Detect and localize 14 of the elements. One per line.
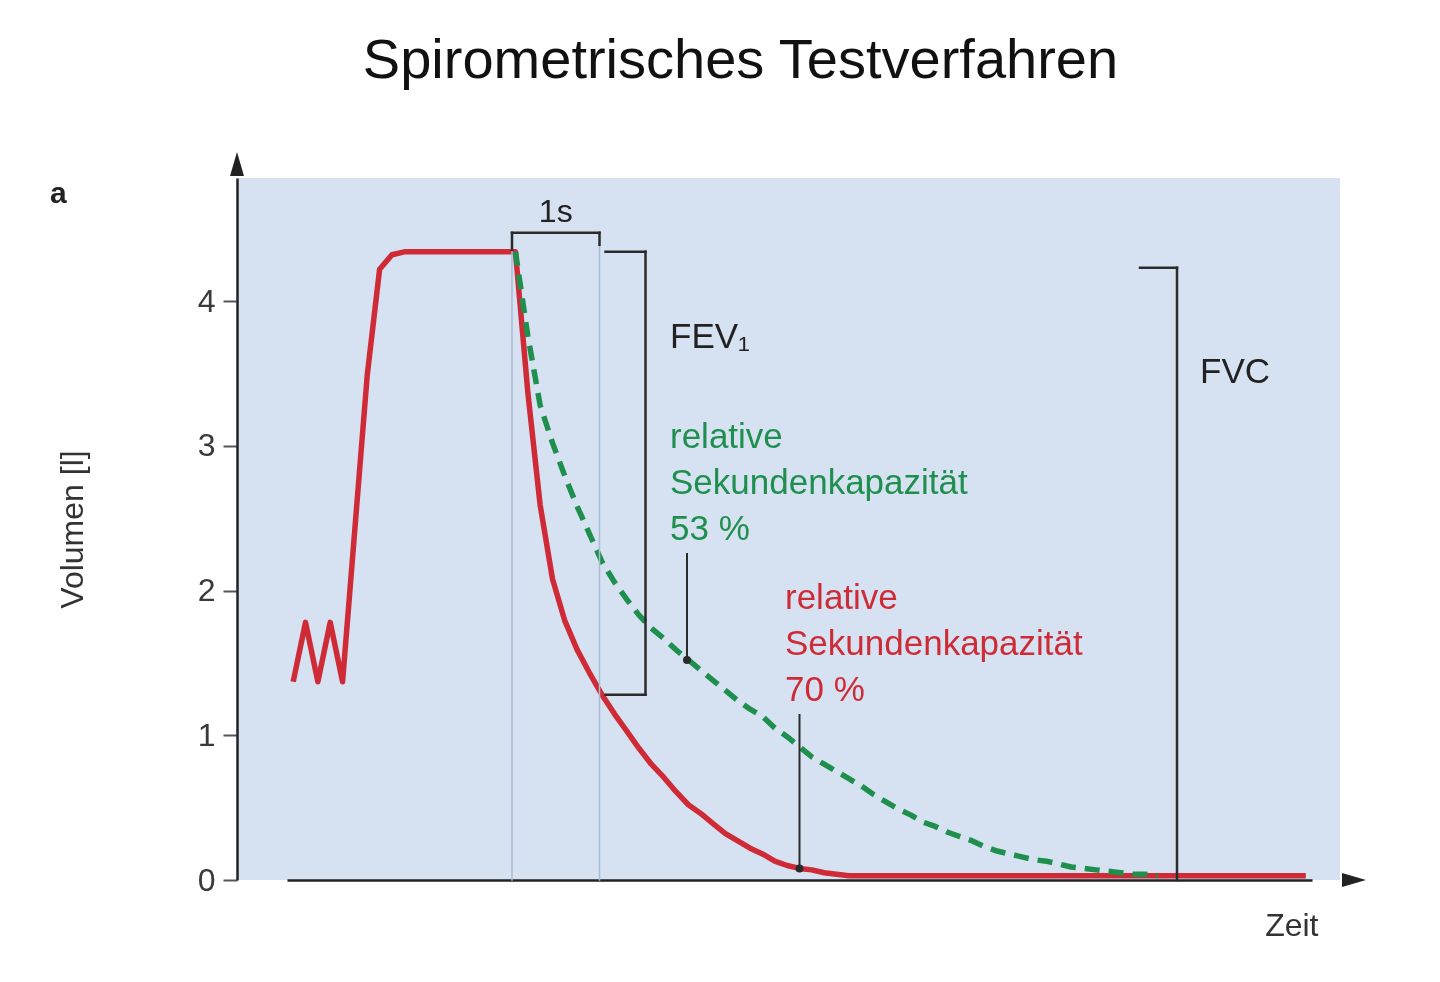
annotation: relative Sekundenkapazität 70 % [785,577,1093,708]
x-axis-title: Zeit [1265,906,1319,943]
chart-title: Spirometrisches Testverfahren [362,27,1119,90]
annotation: 1s [538,193,573,229]
annotation: FVC [1200,351,1270,390]
y-tick-label: 0 [197,861,216,898]
y-tick-label: 4 [197,282,216,319]
y-axis-title: Volumen [l] [53,450,90,609]
annotation: relative Sekundenkapazität 53 % [670,416,978,547]
y-tick-label: 3 [197,427,216,464]
y-tick-label: 2 [197,572,216,609]
text: a [50,176,67,209]
y-tick-label: 1 [197,716,216,753]
annotation: FEV₁ [670,316,750,355]
